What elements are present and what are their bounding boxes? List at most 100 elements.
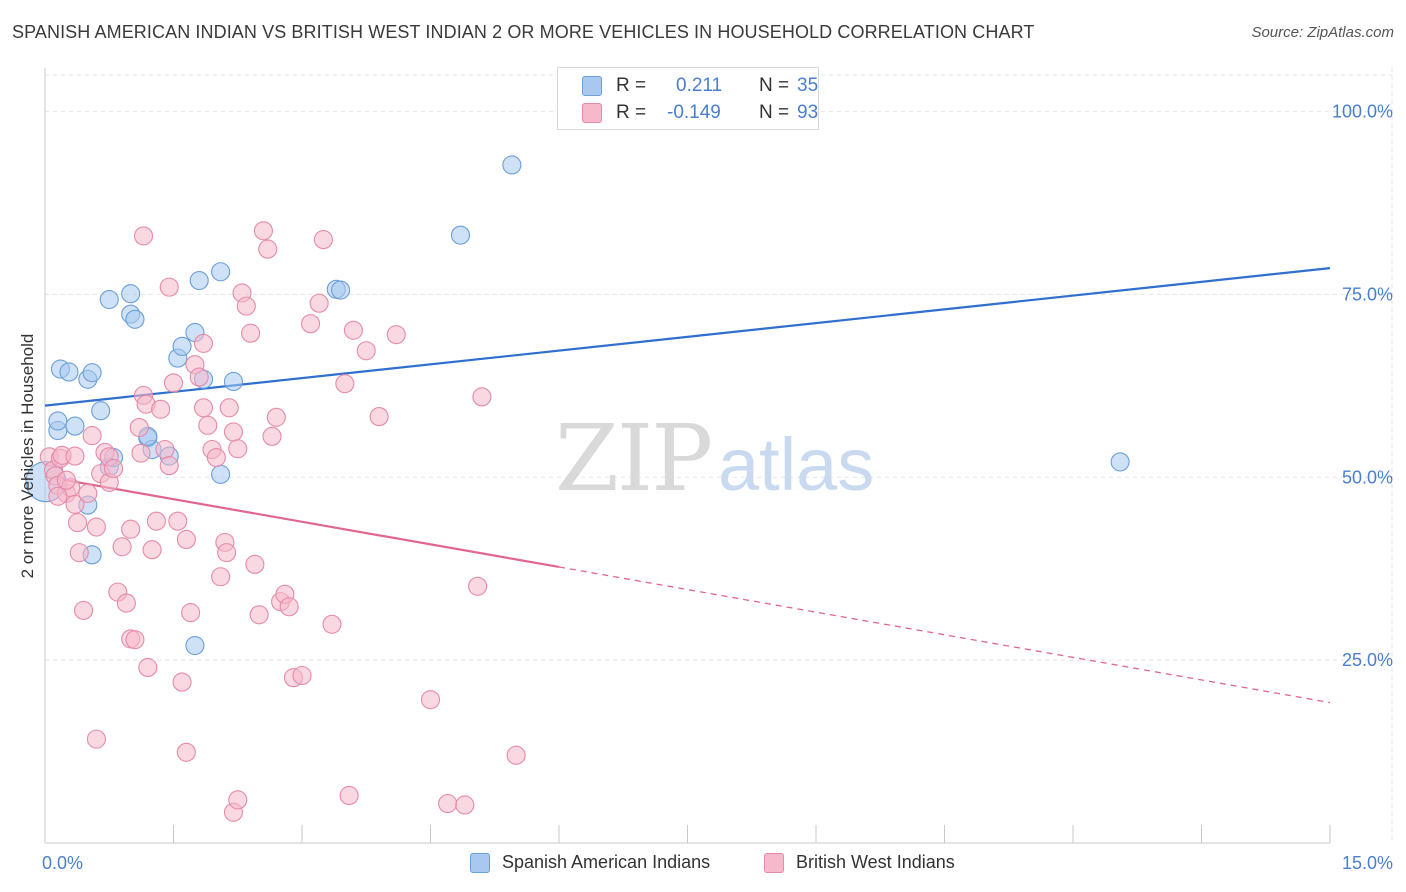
data-point (59, 362, 79, 382)
legend-r-value: -0.149 (667, 102, 721, 123)
data-point (266, 407, 286, 427)
data-point (189, 270, 209, 291)
data-point (211, 464, 231, 484)
data-point (472, 387, 492, 407)
data-point (189, 367, 209, 387)
data-point (82, 363, 102, 383)
tick-label-layer: 25.0% 50.0% 75.0% 100.0% 0.0% 15.0% (42, 102, 1393, 873)
data-point (193, 333, 214, 353)
data-point (258, 239, 278, 259)
legend-r-value: 0.211 (676, 75, 723, 96)
data-point (133, 226, 154, 246)
legend-swatch-pink (764, 852, 784, 873)
data-point (125, 309, 145, 329)
legend-n-label: N = (759, 102, 790, 123)
data-point (228, 439, 248, 459)
source-label: Source: ZipAtlas.com (1251, 24, 1394, 41)
data-point (121, 284, 141, 304)
legend-item-british-west-indians: British West Indians (764, 852, 955, 873)
legend-swatch-blue (582, 76, 602, 96)
legend-label: Spanish American Indians (502, 852, 711, 872)
legend-swatch-blue (470, 852, 490, 873)
data-point (309, 293, 329, 313)
data-point (223, 422, 244, 442)
data-point (172, 672, 192, 692)
data-point (322, 614, 342, 634)
legend-item-spanish-american-indians: Spanish American Indians (470, 852, 710, 873)
data-point (56, 470, 76, 490)
data-point (236, 296, 256, 316)
data-point (1110, 452, 1130, 472)
data-point (313, 230, 333, 250)
data-point (116, 593, 136, 613)
data-point (159, 277, 179, 297)
y-tick-label: 75.0% (1342, 284, 1393, 304)
series-legend: Spanish American Indians British West In… (0, 852, 1406, 878)
data-point (330, 280, 351, 300)
data-point (163, 373, 184, 393)
points-layer (25, 155, 1130, 822)
data-point (86, 517, 106, 537)
data-point (176, 529, 196, 550)
data-point (142, 540, 162, 560)
data-point (343, 320, 363, 340)
watermark-zip: ZIP (555, 405, 711, 512)
data-point (82, 426, 102, 446)
data-point (506, 745, 526, 765)
trend-line (44, 267, 1331, 407)
data-point (121, 519, 141, 539)
data-point (91, 401, 111, 421)
x-tick-label: 0.0% (42, 853, 83, 873)
data-point (65, 446, 85, 466)
data-point (211, 567, 231, 587)
chart-title: SPANISH AMERICAN INDIAN VS BRITISH WEST … (12, 22, 1035, 42)
y-tick-label: 25.0% (1342, 650, 1393, 670)
legend-swatch-pink (582, 103, 602, 123)
data-point (450, 225, 471, 245)
data-point (181, 603, 201, 623)
watermark-atlas: atlas (718, 423, 874, 506)
data-point (151, 399, 171, 419)
data-point (386, 325, 406, 345)
data-point (168, 511, 188, 531)
data-point (125, 630, 145, 650)
data-point (103, 458, 124, 479)
trend-line-extrapolated (558, 566, 1331, 704)
data-point (292, 665, 312, 686)
correlation-legend: R = 0.211 N = 35 R = -0.149 N = 93 (557, 67, 819, 130)
y-axis-label: 2 or more Vehicles in Household (18, 333, 37, 579)
y-tick-label: 100.0% (1332, 102, 1393, 122)
data-point (69, 543, 89, 563)
data-point (65, 494, 85, 514)
data-point (455, 795, 475, 815)
data-point (48, 486, 68, 506)
data-point (185, 635, 205, 656)
data-point (211, 262, 231, 282)
data-point (335, 374, 355, 394)
data-point (129, 417, 149, 438)
legend-r-label: R = (616, 102, 647, 123)
data-point (155, 439, 175, 460)
data-point (198, 415, 218, 435)
data-point (146, 511, 166, 531)
legend-r-label: R = (616, 75, 647, 96)
data-point (438, 793, 458, 814)
data-point (112, 537, 132, 557)
data-point (253, 221, 274, 241)
data-point (48, 411, 68, 431)
legend-label: British West Indians (796, 852, 955, 872)
data-point (74, 600, 94, 620)
data-point (262, 426, 282, 446)
data-point (301, 314, 321, 334)
data-point (176, 742, 196, 762)
legend-n-label: N = (759, 75, 790, 96)
data-point (356, 341, 376, 361)
data-point (159, 456, 179, 476)
data-point (245, 554, 265, 574)
data-point (339, 785, 359, 806)
data-point (468, 576, 488, 596)
data-point (249, 605, 269, 625)
data-point (241, 323, 261, 343)
data-point (78, 483, 98, 503)
